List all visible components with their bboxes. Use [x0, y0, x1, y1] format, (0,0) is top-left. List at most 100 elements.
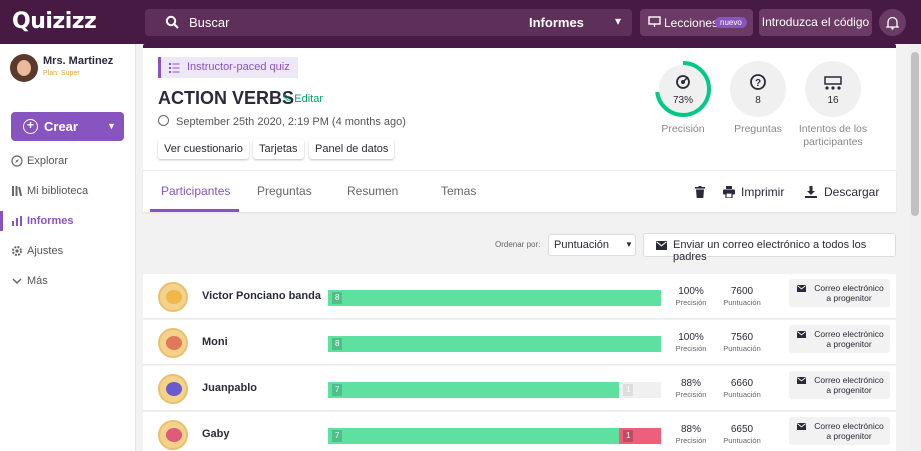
incorrect-segment: 1	[619, 428, 661, 444]
avatar	[158, 282, 188, 312]
participant-score: 6650 Puntuación	[721, 424, 763, 445]
sidebar-item-label: Explorar	[27, 155, 68, 167]
participant-score: 6660 Puntuación	[721, 378, 763, 399]
score-caption: Puntuación	[723, 298, 761, 307]
attempts-value: 16	[827, 95, 839, 106]
unanswered-count: 1	[623, 384, 634, 396]
participant-row[interactable]: Victor Ponciano banda 8 100% Precisión 76…	[143, 274, 896, 319]
tab-participants[interactable]: Participantes	[161, 184, 231, 198]
correct-count: 7	[332, 384, 343, 396]
gear-icon	[12, 246, 22, 256]
bell-icon	[886, 16, 899, 30]
correct-count: 8	[332, 292, 343, 304]
correct-count: 7	[332, 430, 343, 442]
email-parent-button[interactable]: Correo electrónico a progenitor	[789, 279, 890, 307]
enter-code-button[interactable]: Introduzca el código	[759, 9, 872, 36]
download-icon	[805, 186, 817, 198]
sidebar-item-reports[interactable]: Informes	[0, 210, 135, 232]
participant-row[interactable]: Moni 8 100% Precisión 7560 Puntuación Corr…	[143, 320, 896, 365]
quiz-date-text: September 25th 2020, 2:19 PM (4 months a…	[176, 116, 406, 128]
compass-icon	[11, 155, 23, 167]
flashcards-button[interactable]: Tarjetas	[253, 139, 304, 159]
sidebar-item-label: Ajustes	[27, 245, 64, 257]
question-icon: ?	[750, 74, 766, 90]
mail-icon	[656, 241, 667, 250]
participant-accuracy: 100% Precisión	[671, 286, 711, 307]
participant-accuracy: 88% Precisión	[671, 378, 711, 399]
questions-value: 8	[755, 95, 761, 106]
caret-down-icon: ▼	[625, 240, 633, 249]
trash-icon[interactable]	[695, 186, 705, 198]
participant-name[interactable]: Gaby	[202, 428, 230, 440]
email-all-parents-button[interactable]: Enviar un correo electrónico a todos los…	[643, 233, 896, 263]
quizizz-logo[interactable]: Quizizz	[12, 9, 97, 34]
dashboard-button[interactable]: Panel de datos	[309, 139, 395, 159]
tab-summary[interactable]: Resumen	[347, 184, 399, 198]
sidebar-item-settings[interactable]: Ajustes	[0, 240, 135, 262]
correct-segment: 8	[328, 290, 661, 306]
sort-select[interactable]: Puntuación ▼	[548, 234, 636, 256]
participant-name[interactable]: Victor Ponciano banda	[202, 290, 321, 302]
scrollbar[interactable]	[909, 44, 921, 451]
score-value: 6650	[730, 424, 754, 435]
top-bar: Quizizz Buscar Informes ▾ Lecciones nuev…	[0, 0, 921, 44]
accuracy-label: Precisión	[661, 123, 705, 135]
score-value: 6660	[730, 378, 754, 389]
chevron-down-icon: ▾	[615, 14, 622, 28]
edit-link[interactable]: ✎ Editar	[282, 92, 323, 105]
accuracy-caption: Precisión	[675, 436, 707, 445]
mail-icon	[797, 331, 806, 338]
tab-questions[interactable]: Preguntas	[257, 184, 312, 198]
avatar[interactable]	[10, 54, 38, 82]
email-parent-label: Correo electrónico a progenitor	[814, 283, 884, 303]
scrollbar-thumb[interactable]	[911, 52, 919, 216]
attempts-stat: 16 Intentos de los participantes	[793, 61, 873, 149]
sidebar-item-library[interactable]: Mi biblioteca	[0, 180, 135, 202]
participant-name[interactable]: Juanpablo	[202, 382, 258, 394]
printer-icon	[723, 186, 735, 198]
sidebar: Mrs. Martinez Plan: Super + Crear ▼ Expl…	[0, 44, 136, 451]
user-plan: Plan: Super	[43, 70, 80, 77]
quiz-type-label: Instructor-paced quiz	[187, 61, 290, 73]
sort-label: Ordenar por:	[495, 240, 541, 249]
score-caption: Puntuación	[723, 436, 761, 445]
accuracy-caption: Precisión	[675, 298, 707, 307]
email-parent-button[interactable]: Correo electrónico a progenitor	[789, 417, 890, 445]
attempts-label: Intentos de los participantes	[798, 123, 868, 148]
correct-segment: 7	[328, 428, 619, 444]
user-name: Mrs. Martinez	[43, 55, 114, 67]
avatar	[158, 328, 188, 358]
view-quiz-button[interactable]: Ver cuestionario	[158, 139, 249, 159]
search-bar[interactable]: Buscar Informes ▾	[145, 9, 632, 36]
print-button[interactable]: Imprimir	[723, 171, 791, 213]
accuracy-ring	[655, 61, 711, 117]
chevron-down-icon: ▼	[107, 121, 116, 131]
email-parent-button[interactable]: Correo electrónico a progenitor	[789, 371, 890, 399]
search-scope-select[interactable]: Informes	[529, 15, 584, 30]
tab-topics[interactable]: Temas	[441, 184, 477, 198]
mail-icon	[797, 423, 806, 430]
create-label: Crear	[44, 119, 78, 134]
unanswered-segment: 1	[619, 382, 661, 398]
create-button[interactable]: + Crear ▼	[11, 112, 124, 141]
result-bar: 8	[328, 336, 661, 352]
participant-score: 7600 Puntuación	[721, 286, 763, 307]
notifications-button[interactable]	[879, 9, 906, 36]
quiz-title: ACTION VERBS	[158, 88, 295, 108]
sidebar-item-explore[interactable]: Explorar	[0, 150, 135, 172]
search-input[interactable]: Buscar	[189, 15, 230, 30]
email-parent-button[interactable]: Correo electrónico a progenitor	[789, 325, 890, 353]
email-parent-label: Correo electrónico a progenitor	[814, 421, 884, 441]
accuracy-value: 88%	[680, 378, 701, 389]
participant-score: 7560 Puntuación	[721, 332, 763, 353]
download-button[interactable]: Descargar	[805, 171, 885, 213]
sidebar-item-more[interactable]: Más	[0, 270, 135, 292]
clock-icon	[158, 115, 169, 126]
participant-name[interactable]: Moni	[202, 336, 228, 348]
lessons-button[interactable]: Lecciones nuevo	[640, 9, 753, 36]
accuracy-value: 73%	[672, 95, 693, 106]
